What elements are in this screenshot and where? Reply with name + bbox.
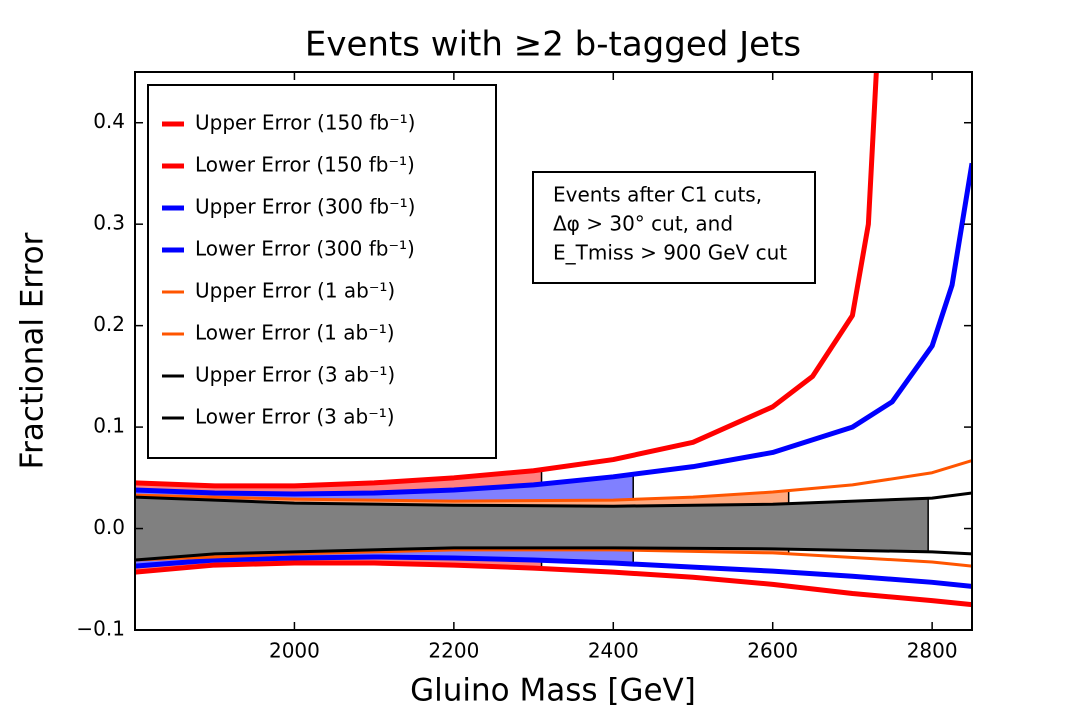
legend-label: Upper Error (3 ab⁻¹) [195, 363, 395, 387]
y-tick-label: 0.3 [93, 211, 125, 235]
x-axis-label: Gluino Mass [GeV] [410, 673, 696, 709]
legend-box [147, 84, 497, 459]
overlay: 2000 2200 2400 2600 2800 −0.1 0.0 0.1 0.2 0.3 0.4 U… [76, 71, 973, 663]
plot-area [135, 72, 972, 608]
chart-title: Events with ≥2 b-tagged Jets [305, 25, 801, 65]
x-tick-label: 2800 [907, 639, 958, 663]
x-tick-label: 2000 [269, 639, 320, 663]
legend-label: Lower Error (150 fb⁻¹) [195, 153, 415, 177]
annotation-text: Events after C1 cuts, [553, 183, 762, 207]
annotation-box [532, 171, 816, 284]
y-tick-label: 0.1 [93, 414, 125, 438]
x-tick-label: 2400 [588, 639, 639, 663]
legend-label: Lower Error (300 fb⁻¹) [195, 237, 415, 261]
series-line [135, 72, 879, 489]
y-tick-label: 0.4 [93, 109, 125, 133]
x-tick-label: 2600 [747, 639, 798, 663]
series-line [135, 491, 972, 508]
y-tick-label: 0.2 [93, 312, 125, 336]
series-line [135, 560, 972, 608]
y-tick-label: −0.1 [76, 617, 125, 641]
legend-label: Upper Error (1 ab⁻¹) [195, 279, 395, 303]
y-axis-label: Fractional Error [15, 232, 51, 469]
legend-label: Upper Error (150 fb⁻¹) [195, 111, 415, 135]
series-line [135, 459, 972, 503]
plot-frame [134, 71, 973, 631]
series-line [135, 554, 972, 589]
series-line [135, 546, 972, 562]
series-line [135, 548, 972, 568]
y-tick-label: 0.0 [93, 515, 125, 539]
legend-label: Lower Error (1 ab⁻¹) [195, 321, 395, 345]
legend-label: Lower Error (3 ab⁻¹) [195, 405, 395, 429]
annotation-text: E_Tmiss > 900 GeV cut [553, 241, 787, 265]
legend-label: Upper Error (300 fb⁻¹) [195, 195, 415, 219]
series-line [135, 162, 972, 497]
x-tick-label: 2200 [428, 639, 479, 663]
annotation-text: Δφ > 30° cut, and [553, 212, 733, 236]
